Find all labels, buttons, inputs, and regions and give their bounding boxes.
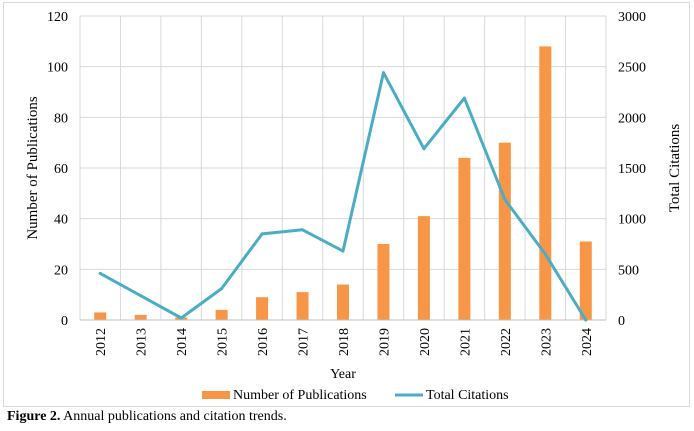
y-tick-label: 80	[54, 111, 68, 126]
line-point	[260, 232, 264, 236]
x-tick-label: 2021	[458, 328, 473, 356]
line-point	[179, 316, 183, 320]
bar	[215, 309, 228, 320]
line-point	[422, 147, 426, 151]
figure-caption: Figure 2. Annual publications and citati…	[7, 409, 287, 425]
y2-tick-label: 2500	[618, 61, 646, 76]
x-tick-label: 2023	[539, 328, 554, 356]
line-point	[381, 71, 385, 75]
x-tick-label: 2022	[499, 328, 514, 356]
y2-tick-label: 1000	[618, 213, 646, 228]
line-series-citations	[98, 71, 588, 322]
line-point	[220, 287, 224, 291]
y2-tick-label: 500	[618, 263, 639, 278]
line-point	[462, 96, 466, 100]
y2-tick-label: 1500	[618, 162, 646, 177]
x-tick-label: 2015	[216, 328, 231, 356]
figure-caption-label: Figure 2.	[7, 409, 61, 424]
bar	[458, 157, 471, 320]
y-tick-label: 20	[54, 263, 68, 278]
y2-tick-label: 2000	[618, 111, 646, 126]
bar	[377, 244, 390, 320]
bar	[417, 216, 430, 320]
x-tick-label: 2013	[135, 328, 150, 356]
line-point	[341, 249, 345, 253]
y2-tick-label: 0	[618, 314, 625, 329]
legend-swatch-bar	[202, 391, 230, 399]
x-tick-label: 2016	[256, 328, 271, 356]
chart-frame	[3, 2, 690, 407]
y2-tick-label: 3000	[618, 10, 646, 25]
y-tick-label: 60	[54, 162, 68, 177]
figure-caption-text: Annual publications and citation trends.	[60, 409, 287, 424]
x-tick-label: 2019	[377, 328, 392, 356]
bar-series-publications	[94, 46, 592, 321]
citation-points	[98, 71, 588, 322]
x-tick-label: 2020	[418, 328, 433, 356]
x-tick-label: 2017	[297, 328, 312, 356]
y-tick-label: 120	[47, 10, 68, 25]
x-tick-label: 2012	[94, 328, 109, 356]
bar	[134, 314, 147, 320]
y-tick-label: 0	[61, 314, 68, 329]
line-point	[543, 252, 547, 256]
y-axis-title: Number of Publications	[25, 96, 41, 239]
bar	[296, 292, 309, 320]
line-point	[301, 228, 305, 232]
y-tick-label: 40	[54, 213, 68, 228]
y2-axis-title: Total Citations	[667, 124, 683, 213]
bar	[94, 312, 107, 320]
bar	[256, 297, 269, 320]
x-tick-label: 2014	[175, 328, 190, 356]
bar	[579, 241, 592, 320]
legend: Number of Publications Total Citations	[202, 388, 509, 403]
bar	[337, 284, 349, 320]
line-point	[139, 294, 143, 298]
bar	[539, 46, 552, 321]
legend-label-publications: Number of Publications	[233, 388, 367, 403]
line-point	[98, 271, 102, 275]
x-axis-title: Year	[330, 367, 356, 382]
line-point	[584, 318, 588, 322]
gridlines	[79, 15, 607, 320]
bar	[498, 142, 511, 320]
x-tick-label: 2018	[337, 328, 352, 356]
y-tick-label: 100	[47, 61, 68, 76]
x-tick-label: 2024	[580, 328, 595, 356]
line-point	[503, 197, 507, 201]
legend-label-citations: Total Citations	[426, 388, 509, 403]
